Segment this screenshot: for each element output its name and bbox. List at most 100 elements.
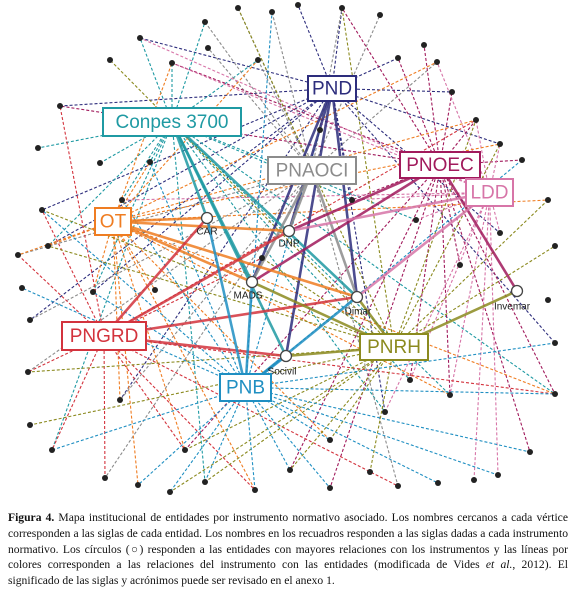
entity-dot [27, 317, 33, 323]
instrument-label: Conpes 3700 [115, 112, 228, 133]
relation-line [245, 387, 439, 484]
entity-dot [382, 409, 388, 415]
entity-dot [471, 477, 477, 483]
relation-line [171, 62, 441, 166]
entity-dot [367, 469, 373, 475]
instrument-box [359, 333, 429, 361]
entity-label: Dimar [345, 307, 372, 318]
main-entity [279, 349, 293, 363]
entity-dot [137, 35, 143, 41]
main-relation-line [250, 169, 314, 283]
relation-line [41, 209, 105, 337]
instrument-box [94, 207, 132, 236]
relation-line [29, 170, 313, 321]
instrument-label: PNRH [367, 337, 421, 358]
entity-dot [339, 5, 345, 11]
entity-dot [235, 5, 241, 11]
relation-line [29, 346, 395, 426]
entity-dot [45, 243, 51, 249]
entity-dot [255, 57, 261, 63]
main-relation-line [112, 220, 253, 284]
relation-line [51, 386, 246, 451]
relation-line [41, 209, 395, 348]
relation-line [311, 170, 399, 487]
entity-label: Socivil [268, 367, 297, 378]
entity-dot [19, 285, 25, 291]
entity-label: MADS [234, 291, 263, 302]
main-relation-line [103, 229, 290, 338]
relation-line [171, 121, 556, 395]
relation-line [112, 221, 156, 291]
main-relation-line [170, 121, 209, 219]
relation-line [112, 62, 173, 222]
entity-dot [527, 449, 533, 455]
relation-line [439, 164, 461, 266]
entity-dot [25, 369, 31, 375]
relation-line [369, 346, 395, 473]
relation-line [449, 192, 491, 396]
relation-line [29, 88, 333, 321]
relation-line [51, 335, 105, 451]
relation-line [103, 335, 556, 395]
relation-line [245, 387, 331, 489]
relation-line [289, 346, 395, 471]
relation-line [415, 191, 490, 221]
relation-line [112, 119, 477, 223]
entity-dot [97, 160, 103, 166]
entity-dot [495, 472, 501, 478]
caption-text: Mapa institucional de entidades por inst… [8, 511, 568, 572]
entity-dot [295, 2, 301, 8]
instrument-label: PNB [226, 378, 265, 399]
main-entity [245, 275, 259, 289]
main-entity [350, 290, 364, 304]
relation-line [341, 7, 395, 348]
relation-line [488, 143, 501, 193]
relation-line [311, 14, 381, 171]
entity-dot [202, 19, 208, 25]
entity-dot [117, 397, 123, 403]
entity-dot [552, 243, 558, 249]
caption-label: Figura 4. [8, 511, 55, 524]
main-relation-line [170, 121, 288, 357]
entity-dot [473, 117, 479, 123]
entity-dot [202, 479, 208, 485]
entity-label: Invemar [494, 302, 531, 313]
entity-dot [449, 89, 455, 95]
entity-dot [349, 197, 355, 203]
relation-line [47, 245, 395, 348]
relation-line [51, 121, 173, 451]
main-entity [200, 211, 214, 225]
relation-line [17, 169, 313, 256]
caption-text: , 2012). El significado de las siglas y … [8, 558, 568, 588]
entity-dot [497, 141, 503, 147]
entity-dot [259, 255, 265, 261]
relation-line [331, 88, 353, 201]
relation-line [99, 121, 173, 164]
main-relation-line [103, 217, 208, 337]
main-relation-line [205, 217, 247, 388]
relation-line [244, 387, 256, 491]
entity-dot [269, 9, 275, 15]
relation-line [423, 44, 441, 166]
relation-line [119, 88, 333, 401]
entity-dot [287, 467, 293, 473]
caption: Figura 4. Mapa institucional de entidade… [8, 510, 568, 589]
entity-dot [182, 447, 188, 453]
relation-line [139, 37, 490, 194]
entity-dot [395, 55, 401, 61]
relation-line [47, 121, 173, 247]
relation-line [103, 335, 256, 491]
main-relation-line [171, 121, 358, 298]
relation-line [184, 164, 441, 451]
relation-line [41, 209, 246, 388]
relation-line [384, 192, 490, 413]
entity-dot [327, 437, 333, 443]
instrument-box [267, 156, 357, 185]
relation-line [112, 221, 331, 441]
relation-line [488, 192, 499, 476]
entity-dot [435, 480, 441, 486]
relation-line [397, 57, 441, 166]
entity-dot [457, 262, 463, 268]
relation-line [439, 164, 451, 396]
instrument-box [102, 107, 242, 137]
